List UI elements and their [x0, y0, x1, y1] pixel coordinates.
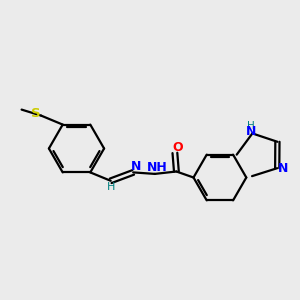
Text: H: H: [247, 121, 255, 131]
Text: O: O: [172, 141, 183, 154]
Text: NH: NH: [147, 161, 168, 174]
Text: N: N: [246, 125, 256, 138]
Text: H: H: [107, 182, 116, 192]
Text: S: S: [31, 107, 40, 120]
Text: N: N: [131, 160, 141, 173]
Text: N: N: [278, 162, 288, 175]
